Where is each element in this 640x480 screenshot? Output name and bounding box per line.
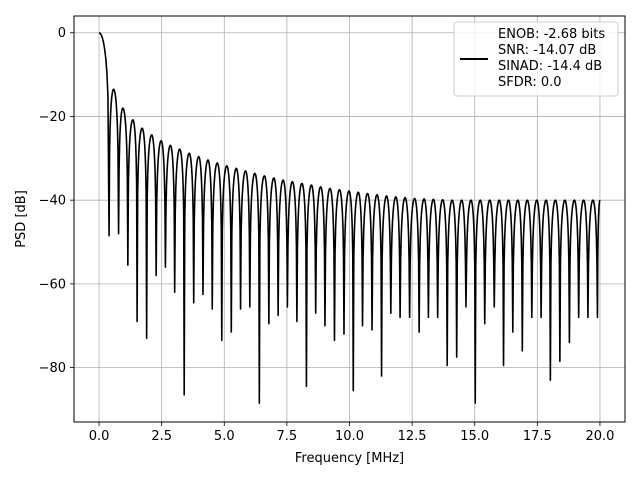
x-tick-label: 15.0 [460,429,489,444]
psd-series [98,32,601,404]
x-axis-label: Frequency [MHz] [295,451,404,466]
legend-box [453,21,619,97]
x-tick-label: 0.0 [89,429,110,444]
x-tick-label: 5.0 [214,429,235,444]
legend-snr: SNR: -14.07 dB [498,43,596,58]
y-tick-label: −80 [39,361,66,376]
x-tick-label: 10.0 [335,429,364,444]
x-tick-label: 7.5 [277,429,298,444]
legend-enob: ENOB: -2.68 bits [498,27,605,42]
y-tick-label: −60 [39,277,66,292]
y-tick-label: −40 [39,194,66,209]
y-tick-label: 0 [58,26,66,41]
x-tick-label: 12.5 [398,429,427,444]
legend: ENOB: -2.68 bits SNR: -14.07 dB SINAD: -… [453,21,619,97]
x-axis-ticks: 0.0 2.5 5.0 7.5 10.0 12.5 15.0 17.5 20.0 [89,422,614,444]
y-tick-label: −20 [39,110,66,125]
psd-line [98,32,601,404]
x-tick-label: 17.5 [523,429,552,444]
y-axis-label: PSD [dB] [14,190,29,248]
x-tick-label: 20.0 [585,429,614,444]
x-tick-label: 2.5 [151,429,172,444]
legend-sfdr: SFDR: 0.0 [498,75,562,90]
legend-sinad: SINAD: -14.4 dB [498,59,602,74]
y-axis-ticks: 0 −20 −40 −60 −80 [39,26,74,376]
